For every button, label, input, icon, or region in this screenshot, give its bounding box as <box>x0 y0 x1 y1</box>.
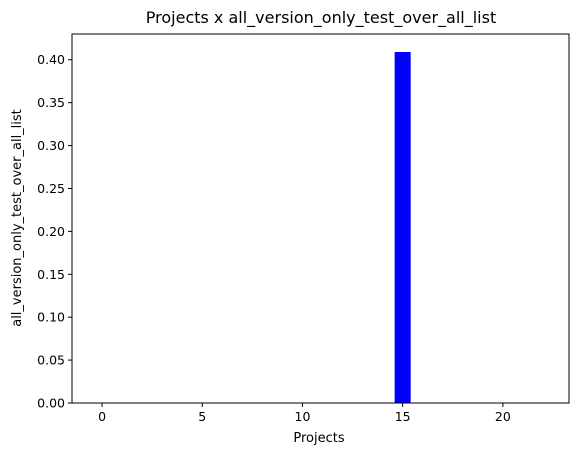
bar-project-15 <box>394 52 411 403</box>
x-tick-label: 20 <box>495 409 511 424</box>
y-tick-label: 0.05 <box>37 353 65 368</box>
x-axis: 0 5 10 15 20 <box>98 403 511 424</box>
y-tick-label: 0.20 <box>37 224 65 239</box>
y-tick-label: 0.40 <box>37 52 65 67</box>
y-tick-label: 0.15 <box>37 267 65 282</box>
y-tick-label: 0.00 <box>37 396 65 411</box>
plot-area <box>394 52 411 403</box>
axes-frame <box>71 33 570 404</box>
y-tick-label: 0.25 <box>37 181 65 196</box>
y-tick-label: 0.10 <box>37 310 65 325</box>
y-tick-label: 0.30 <box>37 138 65 153</box>
chart-title: Projects x all_version_only_test_over_al… <box>146 8 496 28</box>
y-axis-label: all_version_only_test_over_all_list <box>10 109 25 327</box>
x-tick-label: 10 <box>295 409 311 424</box>
y-axis: 0.00 0.05 0.10 0.15 0.20 0.25 0.30 0.35 0.40 <box>37 52 72 411</box>
x-axis-label: Projects <box>293 431 344 446</box>
y-tick-label: 0.35 <box>37 95 65 110</box>
x-tick-label: 15 <box>395 409 411 424</box>
x-tick-label: 0 <box>98 409 106 424</box>
x-tick-label: 5 <box>198 409 206 424</box>
